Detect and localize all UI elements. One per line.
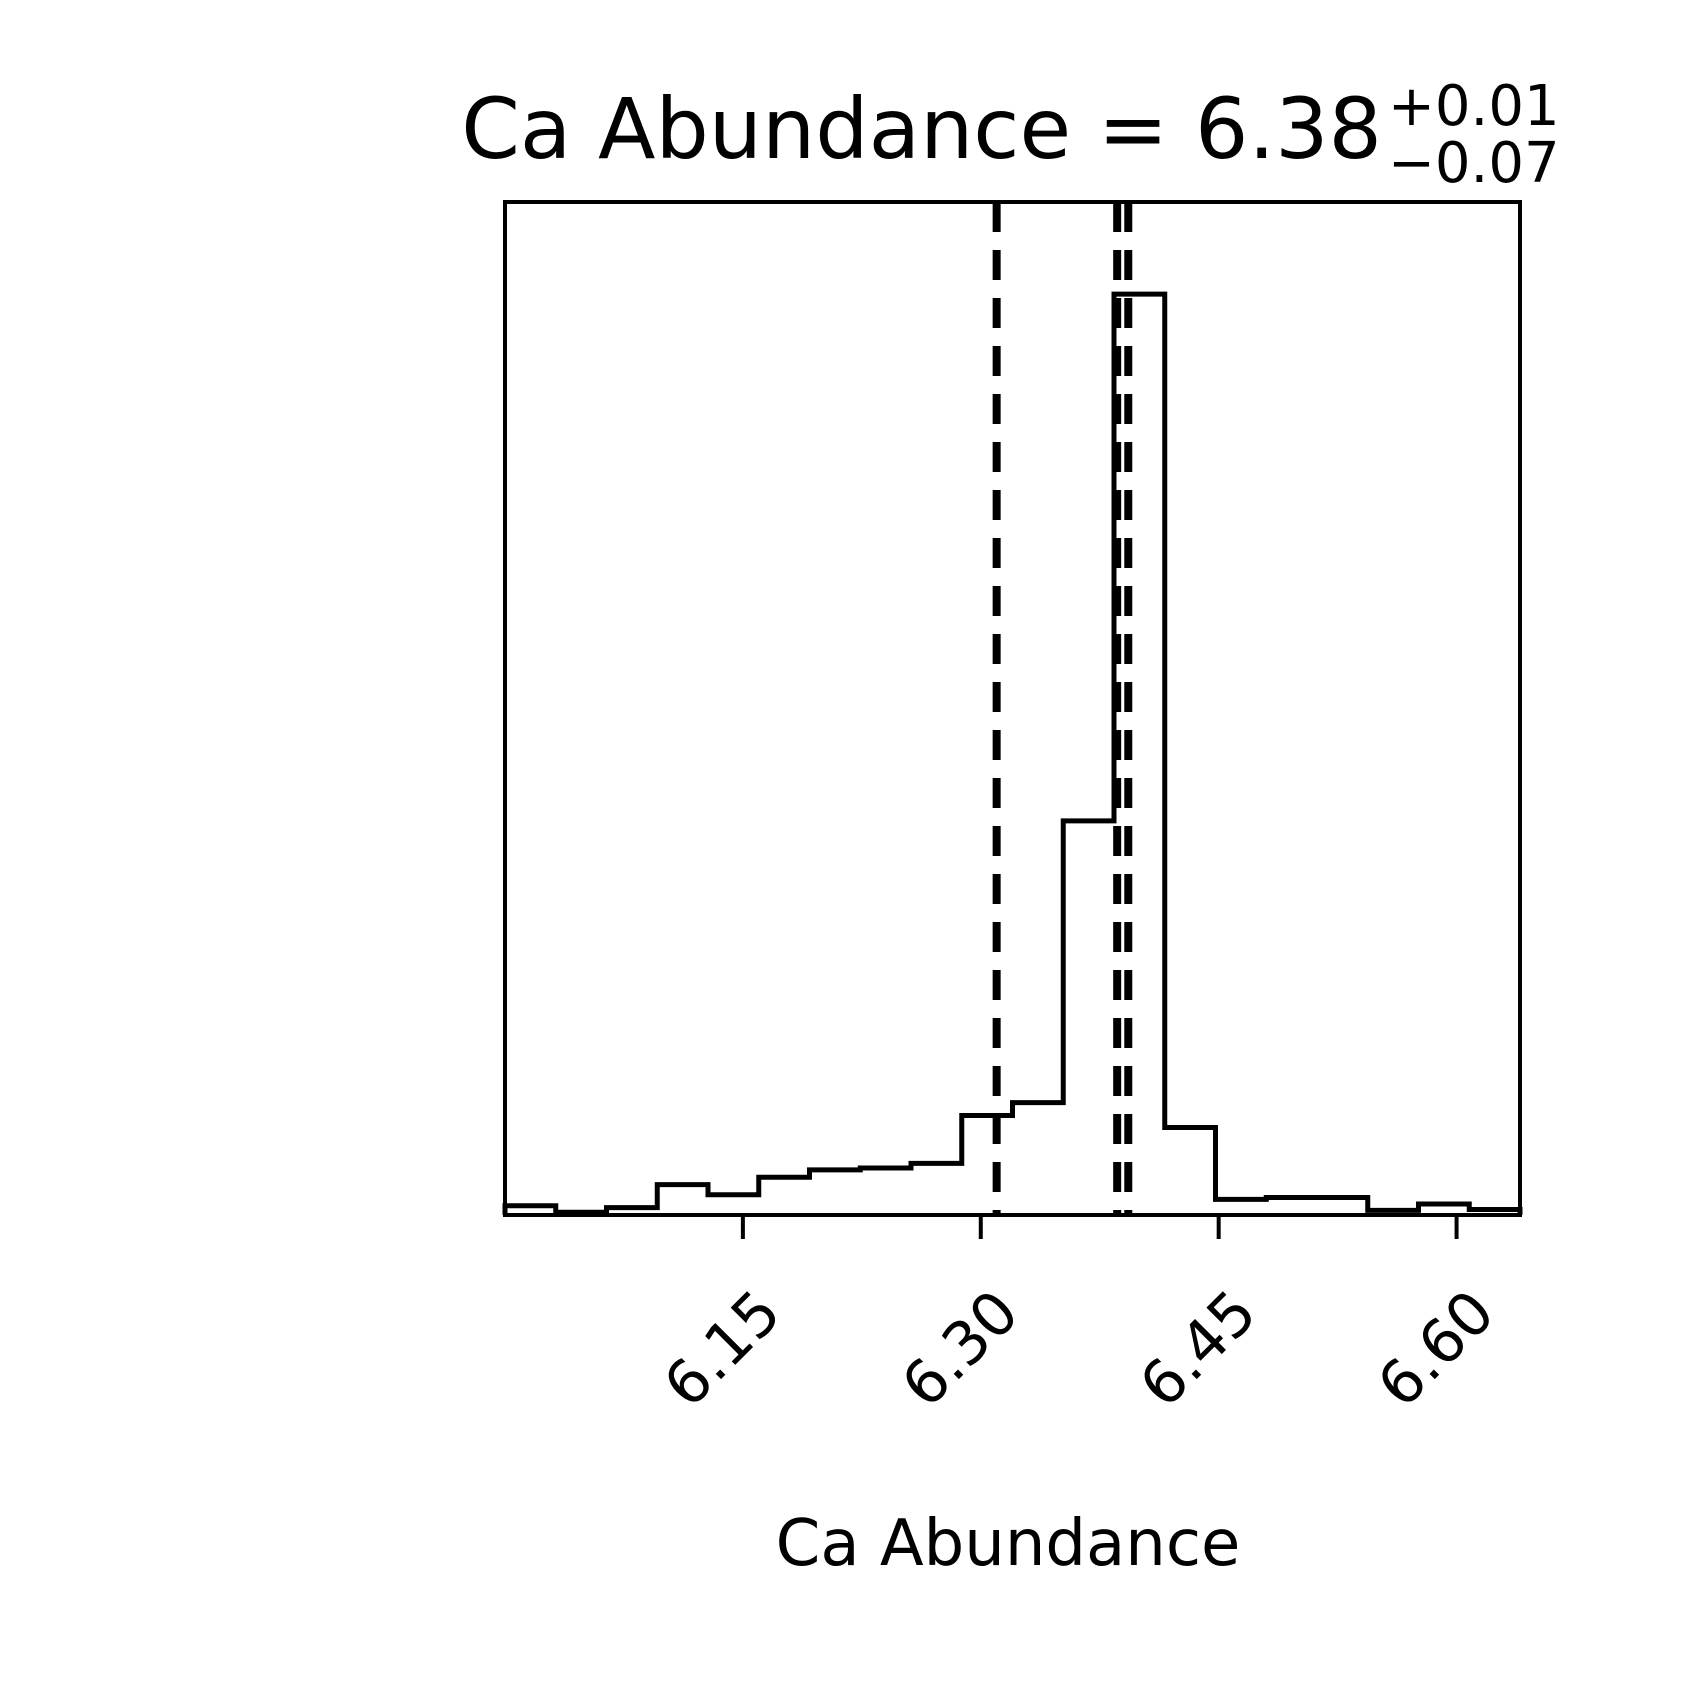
x-tick-label-6.30: 6.30 <box>889 1277 1033 1421</box>
title-upper-error: +0.01 <box>1388 74 1560 139</box>
x-tick-label-6.60: 6.60 <box>1364 1277 1508 1421</box>
x-tick-label-6.45: 6.45 <box>1126 1277 1270 1421</box>
x-axis-label: Ca Abundance <box>776 1507 1241 1581</box>
chart-title: Ca Abundance = 6.38 +0.01 −0.07 <box>461 74 1559 196</box>
axes-frame <box>503 200 1522 1217</box>
histogram-step-line <box>502 291 1523 1215</box>
plot-area: 6.15 6.30 6.45 6.60 <box>502 200 1523 1421</box>
x-tick-label-6.15: 6.15 <box>651 1277 795 1421</box>
title-label: Ca Abundance = 6.38 <box>461 80 1382 178</box>
title-lower-error: −0.07 <box>1388 131 1560 196</box>
